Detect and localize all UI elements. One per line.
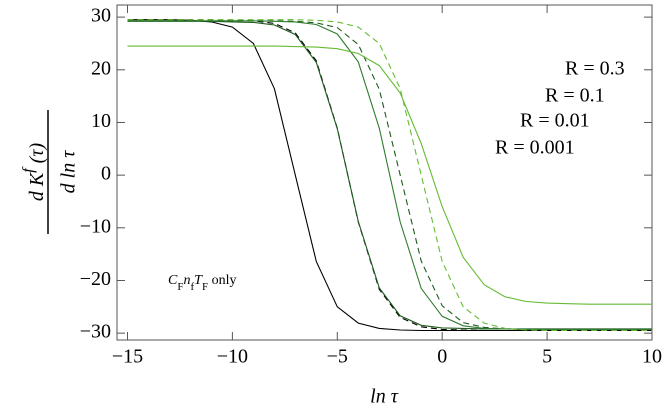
y-label-part: f — [20, 166, 37, 173]
series-line — [127, 20, 652, 331]
series-line — [127, 19, 652, 332]
y-label-part: d K — [26, 171, 48, 201]
x-axis-label: ln τ — [370, 386, 399, 408]
y-tick-label: −30 — [80, 321, 111, 343]
y-tick-label: 0 — [101, 163, 111, 185]
x-tick-label: −15 — [112, 346, 143, 368]
note-part: f — [190, 281, 194, 293]
y-label-part: (τ) — [26, 143, 48, 169]
series-line — [127, 20, 652, 330]
x-tick-label: −5 — [327, 346, 348, 368]
y-tick-label: 20 — [91, 57, 111, 79]
y-label-numerator: d Kf (τ) — [20, 143, 47, 202]
y-label-denominator: d ln τ — [58, 150, 80, 194]
note: CFnfTF only — [168, 273, 236, 292]
y-tick-label: −20 — [80, 268, 111, 290]
x-tick-label: 10 — [642, 346, 662, 368]
y-tick-label: 10 — [91, 110, 111, 132]
note-part: F — [177, 281, 183, 293]
annotation: R = 0.01 — [520, 110, 590, 132]
note-part: F — [202, 281, 208, 293]
note-part: n — [183, 273, 190, 288]
note-part: C — [168, 273, 178, 288]
note-part: T — [194, 273, 203, 288]
x-tick-label: 0 — [437, 346, 447, 368]
x-tick-label: 5 — [542, 346, 552, 368]
annotation: R = 0.3 — [565, 58, 625, 80]
note-part: only — [208, 273, 236, 288]
y-axis-label: d Kf (τ) d ln τ — [20, 110, 80, 234]
plot-frame — [116, 4, 653, 341]
series-line — [127, 45, 652, 305]
x-tick-label: −10 — [217, 346, 248, 368]
y-tick-label: −10 — [80, 215, 111, 237]
y-tick-label: 30 — [91, 5, 111, 27]
annotation: R = 0.1 — [545, 85, 605, 107]
annotation: R = 0.001 — [495, 137, 575, 159]
